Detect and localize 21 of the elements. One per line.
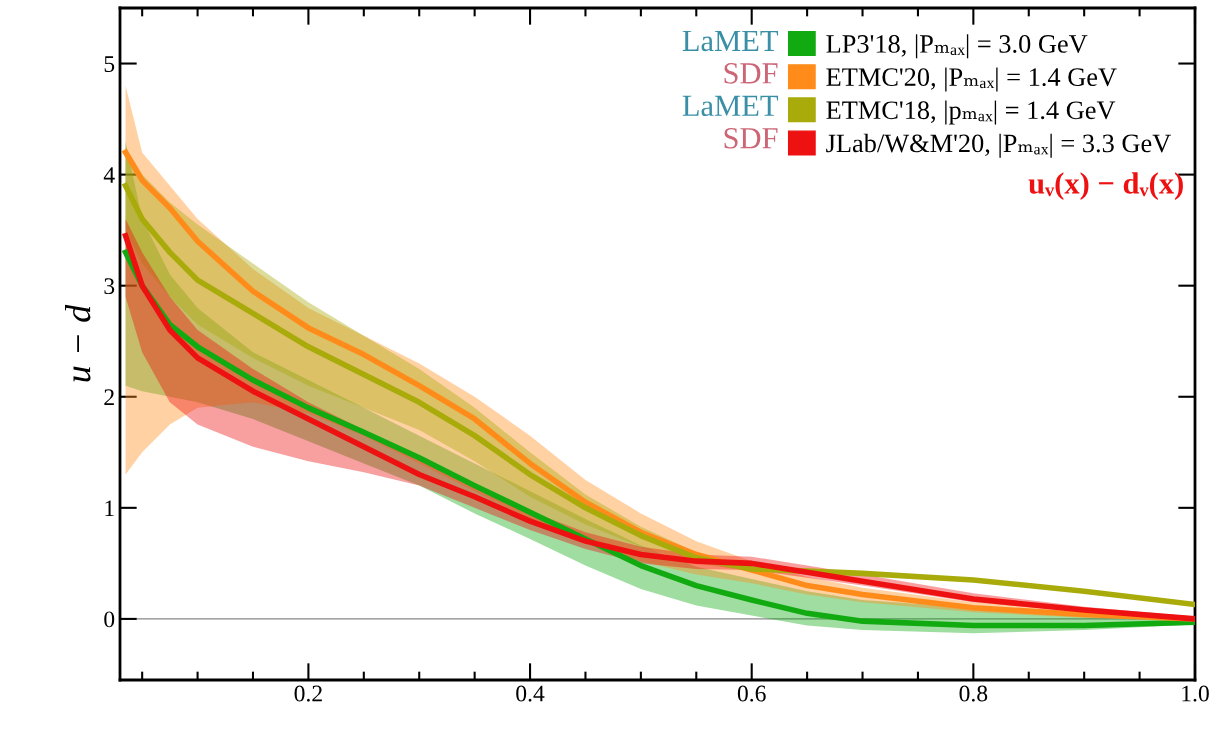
legend-label: LP3'18, |Pₘₐₓ| = 3.0 GeV [826,34,1088,59]
annotation: uᵥ(x) − dᵥ(x) [1028,172,1183,200]
x-tick-label: 1.0 [1182,685,1209,702]
annotation: SDF [724,128,778,149]
y-tick-label: 2 [104,389,114,405]
x-tick-label: 0.6 [737,685,766,702]
x-tick-label: 0.4 [516,685,545,702]
y-tick-label: 4 [103,167,115,183]
y-tick-label: 0 [104,611,115,628]
y-tick-label: 1 [105,500,114,517]
x-tick-label: 0.8 [959,685,988,702]
legend-label: ETMC'20, |Pₘₐₓ| = 1.4 GeV [826,67,1117,92]
y-tick-label: 3 [104,278,115,295]
x-tick-label: 0.2 [294,685,322,702]
annotation: LaMET [682,95,779,117]
annotation: LaMET [682,30,779,52]
annotation: SDF [724,63,778,84]
y-axis-title: u − d [65,304,91,382]
legend-label: ETMC'18, |pₘₐₓ| = 1.4 GeV [826,100,1116,125]
legend-label: JLab/W&M'20, |Pₘₐₓ| = 3.3 GeV [826,133,1171,158]
y-tick-label: 5 [104,56,115,72]
